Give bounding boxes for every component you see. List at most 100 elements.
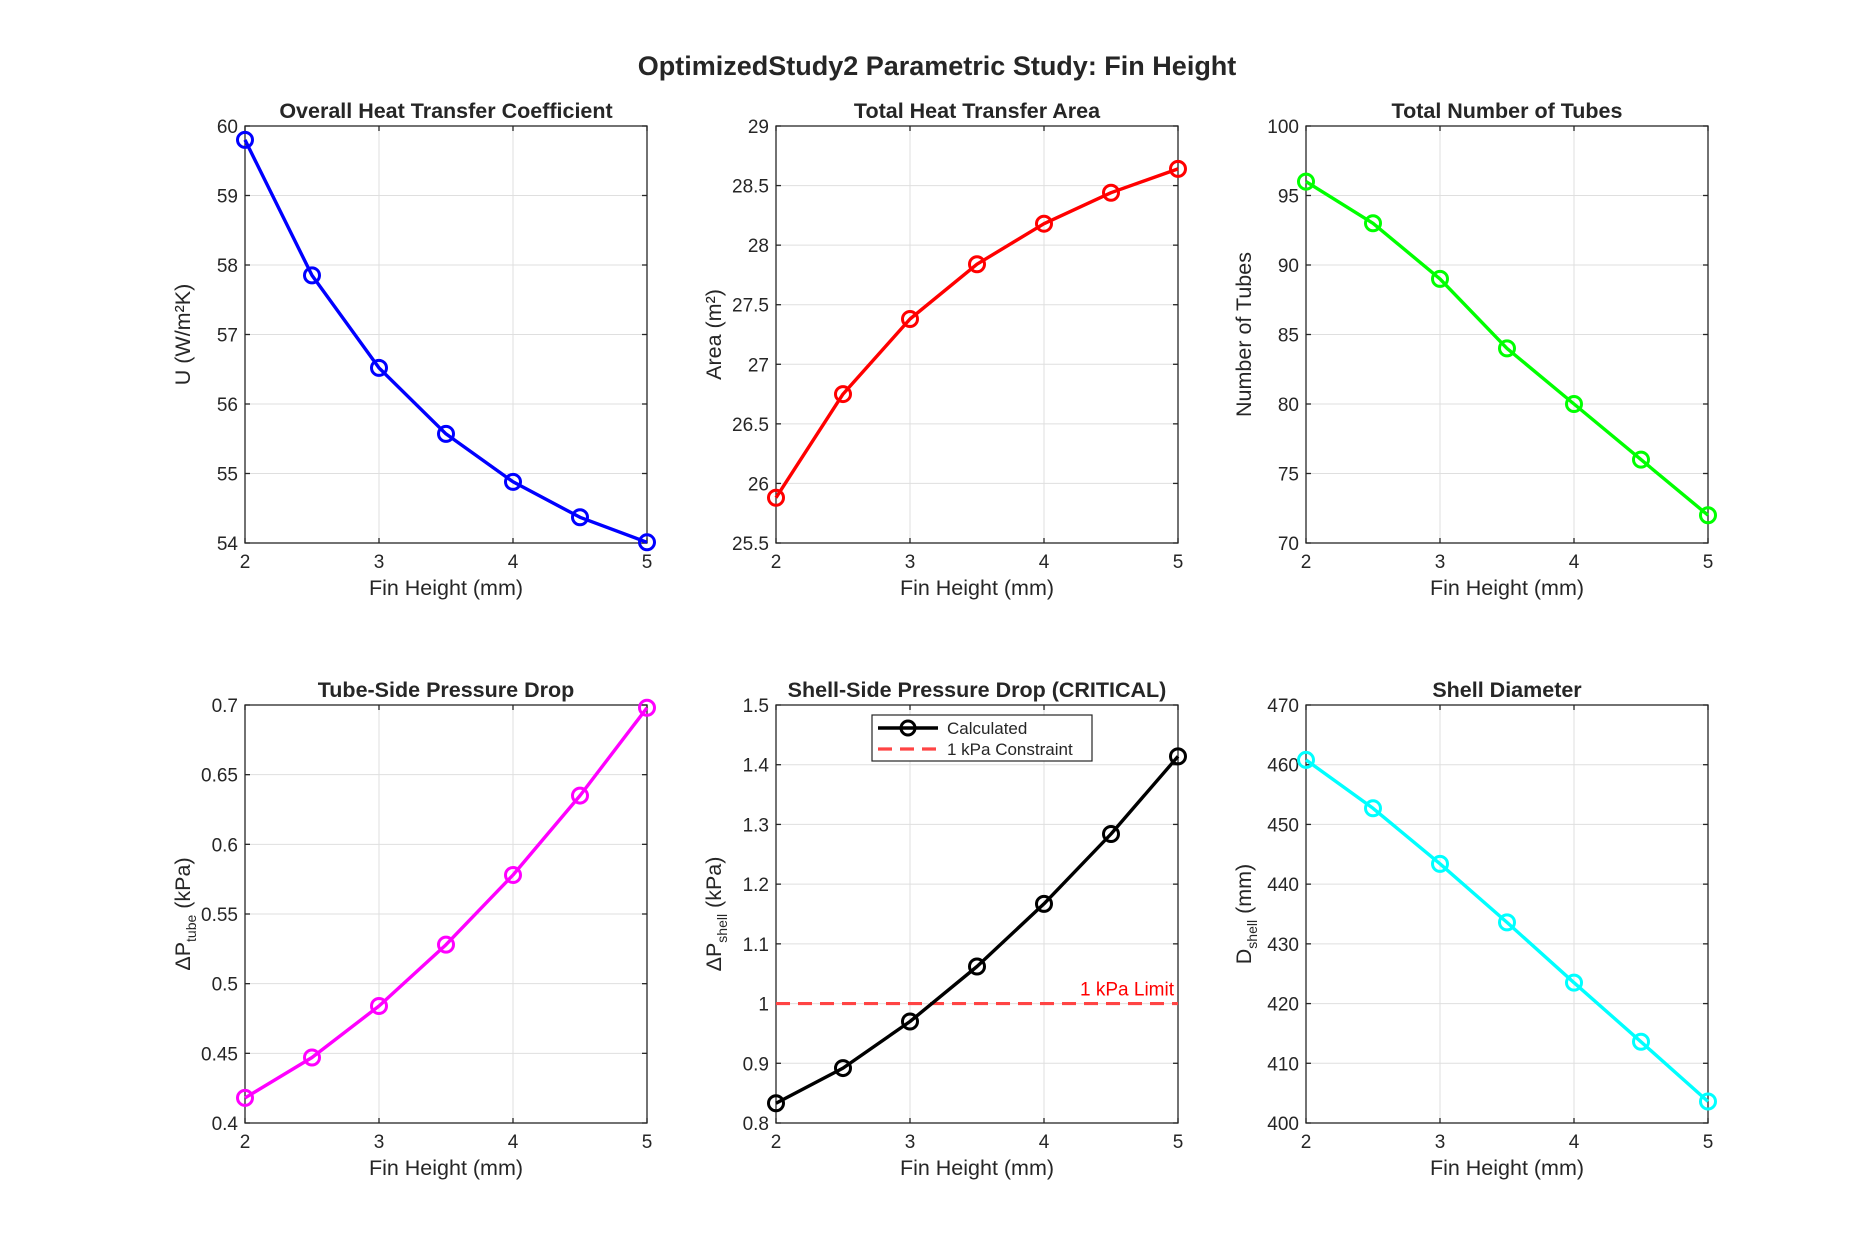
data-point-marker bbox=[437, 935, 455, 954]
panel-title: Tube-Side Pressure Drop bbox=[318, 678, 574, 702]
y-tick-label: 1 bbox=[758, 995, 769, 1016]
data-point-marker bbox=[1632, 1032, 1650, 1051]
panel-tube-side-pressure-drop: 2 3 4 5 0.4 0.45 0.5 0.55 0.6 0.65 0.7 Tube-Side Pr… bbox=[171, 678, 656, 1180]
y-axis-label-main: ΔP bbox=[171, 942, 195, 971]
y-axis-label: Area (m²) bbox=[702, 289, 726, 380]
x-tick-label: 4 bbox=[1039, 1132, 1050, 1153]
y-tick-label: 28.5 bbox=[732, 177, 769, 198]
axes-box bbox=[775, 704, 1179, 1124]
x-tick-label: 5 bbox=[1703, 552, 1714, 573]
y-tick-label: 0.45 bbox=[201, 1044, 238, 1065]
data-point-marker bbox=[1102, 183, 1120, 202]
data-point-marker bbox=[1565, 973, 1583, 992]
y-tick-label: 60 bbox=[217, 117, 238, 138]
data-point-marker bbox=[767, 488, 785, 507]
data-point-marker bbox=[1565, 395, 1583, 413]
data-point-marker bbox=[1364, 214, 1382, 233]
legend: Calculated 1 kPa Constraint bbox=[871, 714, 1093, 762]
x-tick-label: 4 bbox=[1039, 552, 1050, 573]
y-axis-label-main: ΔP bbox=[702, 943, 726, 972]
x-tick-label: 5 bbox=[1173, 552, 1184, 573]
y-tick-label: 26.5 bbox=[732, 415, 769, 436]
y-tick-label: 460 bbox=[1267, 756, 1299, 777]
data-point-marker bbox=[1699, 506, 1717, 525]
x-tick-label: 4 bbox=[1569, 1132, 1580, 1153]
y-tick-label: 80 bbox=[1278, 395, 1299, 416]
y-tick-label: 25.5 bbox=[732, 534, 769, 555]
data-point-marker bbox=[1431, 269, 1449, 288]
axes-box bbox=[775, 125, 1179, 544]
y-tick-label: 75 bbox=[1278, 465, 1299, 486]
y-tick-label: 0.7 bbox=[212, 696, 238, 717]
y-tick-label: 28 bbox=[748, 236, 769, 257]
y-tick-label: 1.2 bbox=[743, 875, 769, 896]
data-point-marker bbox=[571, 786, 589, 805]
data-point-marker bbox=[1364, 799, 1382, 818]
data-point-marker bbox=[504, 472, 522, 491]
axes-box bbox=[1305, 704, 1709, 1124]
y-tick-label: 56 bbox=[217, 395, 238, 416]
data-point-marker bbox=[767, 1094, 785, 1113]
series-line bbox=[243, 139, 648, 544]
y-tick-label: 1.3 bbox=[743, 815, 769, 836]
legend-box bbox=[871, 714, 1093, 762]
data-point-marker bbox=[236, 1088, 254, 1107]
data-point-marker bbox=[303, 1048, 321, 1067]
y-tick-label: 0.4 bbox=[212, 1114, 239, 1135]
data-point-marker bbox=[1632, 450, 1650, 469]
y-tick-label: 27 bbox=[748, 355, 769, 376]
x-tick-label: 5 bbox=[1703, 1132, 1714, 1153]
data-point-marker bbox=[1035, 894, 1053, 913]
x-tick-label: 5 bbox=[642, 552, 653, 573]
series-line bbox=[1305, 180, 1710, 517]
data-point-marker bbox=[370, 996, 388, 1015]
data-point-marker bbox=[370, 358, 388, 377]
data-point-marker bbox=[1102, 824, 1120, 843]
y-tick-label: 0.5 bbox=[212, 975, 238, 996]
x-tick-label: 4 bbox=[508, 1132, 519, 1153]
y-tick-label: 70 bbox=[1278, 534, 1299, 555]
x-tick-label: 2 bbox=[771, 1132, 782, 1153]
y-tick-label: 420 bbox=[1267, 995, 1299, 1016]
y-tick-label: 100 bbox=[1267, 117, 1299, 138]
y-tick-label: 0.55 bbox=[201, 905, 238, 926]
y-tick-label: 1.1 bbox=[743, 935, 769, 956]
data-point-marker bbox=[1431, 854, 1449, 873]
y-axis-label: ΔPtube (kPa) bbox=[171, 857, 199, 970]
y-axis-label: U (W/m²K) bbox=[171, 284, 195, 386]
legend-label-calculated: Calculated bbox=[947, 719, 1027, 738]
y-tick-label: 54 bbox=[217, 534, 239, 555]
y-tick-label: 0.9 bbox=[743, 1054, 769, 1075]
data-point-marker bbox=[1297, 172, 1315, 191]
panel-title: Total Heat Transfer Area bbox=[854, 99, 1101, 123]
data-point-marker bbox=[1035, 214, 1053, 233]
x-axis-label: Fin Height (mm) bbox=[1430, 1156, 1584, 1180]
y-tick-label: 59 bbox=[217, 187, 238, 208]
y-tick-label: 57 bbox=[217, 326, 238, 347]
x-tick-label: 2 bbox=[240, 552, 251, 573]
data-point-marker bbox=[1699, 1092, 1717, 1111]
x-axis-label: Fin Height (mm) bbox=[369, 576, 523, 600]
series-line bbox=[1305, 758, 1710, 1103]
y-axis-label-subscript: shell bbox=[714, 914, 730, 943]
y-tick-label: 90 bbox=[1278, 256, 1299, 277]
y-tick-label: 29 bbox=[748, 117, 769, 138]
x-tick-label: 5 bbox=[642, 1132, 653, 1153]
data-point-marker bbox=[901, 310, 919, 329]
y-axis-label-subscript: tube bbox=[183, 914, 199, 941]
y-tick-label: 400 bbox=[1267, 1114, 1299, 1135]
data-point-marker bbox=[571, 508, 589, 527]
y-tick-label: 26 bbox=[748, 474, 769, 495]
x-tick-label: 5 bbox=[1173, 1132, 1184, 1153]
y-tick-label: 0.65 bbox=[201, 766, 238, 787]
x-tick-label: 3 bbox=[905, 1132, 916, 1153]
x-tick-label: 4 bbox=[508, 552, 519, 573]
y-tick-label: 440 bbox=[1267, 875, 1299, 896]
y-axis-label-unit: (kPa) bbox=[171, 857, 195, 914]
legend-label-constraint: 1 kPa Constraint bbox=[947, 740, 1073, 759]
panel-overall-heat-transfer-coefficient: 2 3 4 5 54 55 56 57 58 59 60 Overall Heat Transfer … bbox=[171, 99, 656, 600]
data-point-marker bbox=[1297, 750, 1315, 769]
data-point-marker bbox=[504, 865, 522, 884]
data-point-marker bbox=[1498, 913, 1516, 932]
